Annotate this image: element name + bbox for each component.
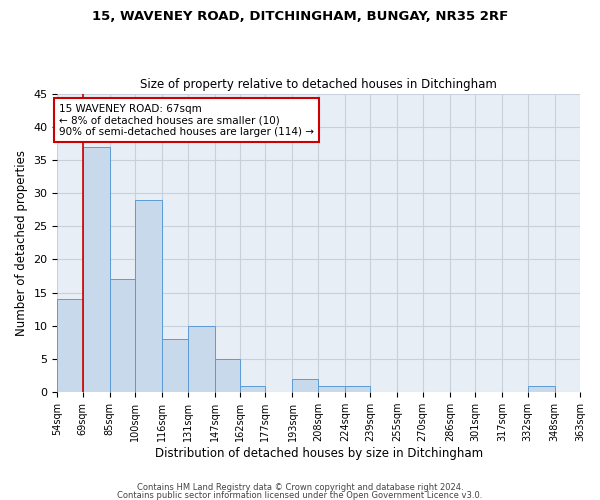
- Bar: [162, 339, 188, 392]
- Bar: [292, 379, 318, 392]
- Text: Contains public sector information licensed under the Open Government Licence v3: Contains public sector information licen…: [118, 490, 482, 500]
- Text: 15, WAVENEY ROAD, DITCHINGHAM, BUNGAY, NR35 2RF: 15, WAVENEY ROAD, DITCHINGHAM, BUNGAY, N…: [92, 10, 508, 23]
- Bar: [83, 146, 110, 392]
- Bar: [240, 386, 265, 392]
- Bar: [318, 386, 345, 392]
- Bar: [215, 359, 240, 392]
- Text: Contains HM Land Registry data © Crown copyright and database right 2024.: Contains HM Land Registry data © Crown c…: [137, 484, 463, 492]
- Text: 15 WAVENEY ROAD: 67sqm
← 8% of detached houses are smaller (10)
90% of semi-deta: 15 WAVENEY ROAD: 67sqm ← 8% of detached …: [59, 104, 314, 136]
- X-axis label: Distribution of detached houses by size in Ditchingham: Distribution of detached houses by size …: [155, 447, 483, 460]
- Title: Size of property relative to detached houses in Ditchingham: Size of property relative to detached ho…: [140, 78, 497, 91]
- Bar: [345, 386, 370, 392]
- Bar: [110, 280, 135, 392]
- Bar: [135, 200, 162, 392]
- Bar: [527, 386, 554, 392]
- Bar: [58, 300, 83, 392]
- Y-axis label: Number of detached properties: Number of detached properties: [15, 150, 28, 336]
- Bar: [188, 326, 215, 392]
